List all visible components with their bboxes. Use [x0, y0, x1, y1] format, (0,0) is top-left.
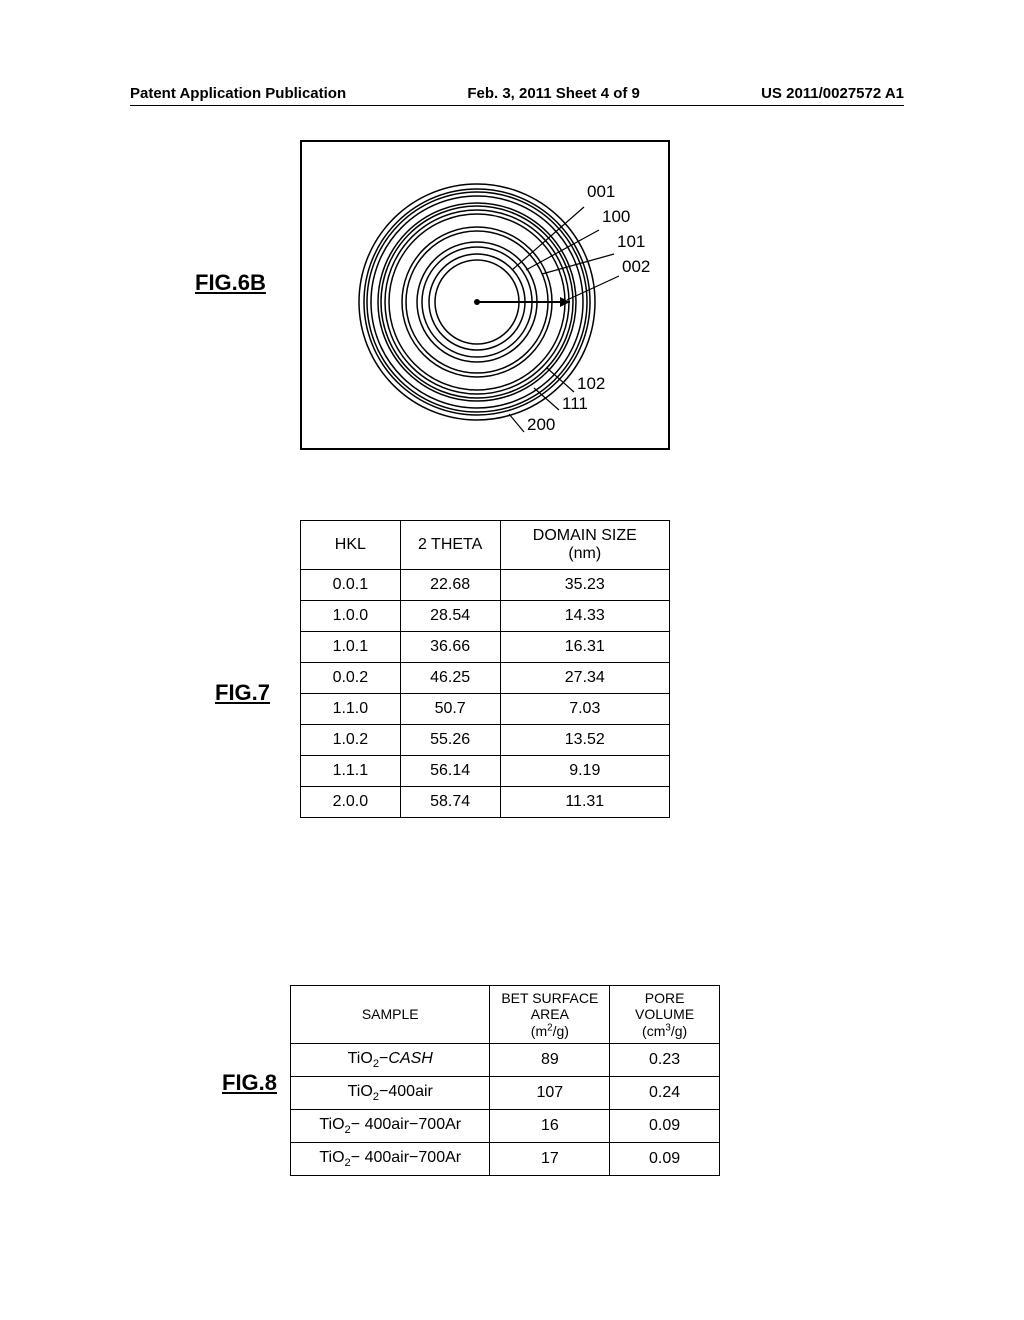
table-row: TiO2− 400air−700Ar160.09: [291, 1110, 720, 1143]
bet-cell: 107: [490, 1076, 610, 1109]
figure-6b-diagram: 001 100 101 002 102111 200: [300, 140, 670, 450]
svg-text:200: 200: [527, 415, 555, 434]
header-right: US 2011/0027572 A1: [761, 85, 904, 102]
col-hkl-header: HKL: [301, 521, 401, 570]
header-center: Feb. 3, 2011 Sheet 4 of 9: [467, 85, 640, 102]
table-cell: 22.68: [400, 570, 500, 601]
bet-cell: 17: [490, 1143, 610, 1176]
bet-cell: 89: [490, 1043, 610, 1076]
bet-cell: 16: [490, 1110, 610, 1143]
table-cell: 13.52: [500, 725, 669, 756]
table-cell: 46.25: [400, 663, 500, 694]
page-header: Patent Application Publication Feb. 3, 2…: [130, 85, 904, 102]
pore-cell: 0.23: [610, 1043, 720, 1076]
col-pore-header: PORE VOLUME (cm3/g): [610, 986, 720, 1044]
table-cell: 1.0.0: [301, 601, 401, 632]
table-row: 1.1.156.149.19: [301, 756, 670, 787]
table-row: TiO2− 400air−700Ar170.09: [291, 1143, 720, 1176]
table-cell: 27.34: [500, 663, 669, 694]
pore-cell: 0.09: [610, 1110, 720, 1143]
table-cell: 2.0.0: [301, 787, 401, 818]
sample-cell: TiO2− 400air−700Ar: [291, 1143, 490, 1176]
figure-8-table: SAMPLE BET SURFACE AREA (m2/g) PORE VOLU…: [290, 985, 720, 1176]
table-cell: 1.1.0: [301, 694, 401, 725]
table-cell: 0.0.2: [301, 663, 401, 694]
sample-cell: TiO2− 400air−700Ar: [291, 1110, 490, 1143]
table-cell: 56.14: [400, 756, 500, 787]
header-left: Patent Application Publication: [130, 85, 346, 102]
pore-cell: 0.24: [610, 1076, 720, 1109]
col-2theta-header: 2 THETA: [400, 521, 500, 570]
table-row: TiO2−400air1070.24: [291, 1076, 720, 1109]
figure-7-label: FIG.7: [215, 680, 270, 706]
table-row: TiO2−CASH890.23: [291, 1043, 720, 1076]
table-row: 0.0.246.2527.34: [301, 663, 670, 694]
svg-text:111: 111: [562, 394, 588, 413]
table-row: 1.0.028.5414.33: [301, 601, 670, 632]
diffraction-rings-svg: 001 100 101 002 102111 200: [302, 142, 672, 452]
table-cell: 7.03: [500, 694, 669, 725]
col-bet-header: BET SURFACE AREA (m2/g): [490, 986, 610, 1044]
table-header-row: HKL 2 THETA DOMAIN SIZE (nm): [301, 521, 670, 570]
figure-6b-label: FIG.6B: [195, 270, 266, 296]
table-cell: 58.74: [400, 787, 500, 818]
figure-8-label: FIG.8: [222, 1070, 277, 1096]
header-divider: [130, 105, 904, 106]
table-row: 1.1.050.77.03: [301, 694, 670, 725]
sample-cell: TiO2−400air: [291, 1076, 490, 1109]
table-cell: 35.23: [500, 570, 669, 601]
table-cell: 50.7: [400, 694, 500, 725]
table-cell: 55.26: [400, 725, 500, 756]
table-cell: 16.31: [500, 632, 669, 663]
table-row: 0.0.122.6835.23: [301, 570, 670, 601]
col-sample-header: SAMPLE: [291, 986, 490, 1044]
table-cell: 11.31: [500, 787, 669, 818]
table-cell: 1.0.2: [301, 725, 401, 756]
svg-text:102: 102: [577, 374, 605, 393]
svg-text:100: 100: [602, 207, 630, 226]
figure-7-table: HKL 2 THETA DOMAIN SIZE (nm) 0.0.122.683…: [300, 520, 670, 818]
col-domain-size-header: DOMAIN SIZE (nm): [500, 521, 669, 570]
svg-text:001: 001: [587, 182, 615, 201]
table-header-row: SAMPLE BET SURFACE AREA (m2/g) PORE VOLU…: [291, 986, 720, 1044]
svg-text:002: 002: [622, 257, 650, 276]
table-row: 1.0.136.6616.31: [301, 632, 670, 663]
table-row: 2.0.058.7411.31: [301, 787, 670, 818]
table-cell: 36.66: [400, 632, 500, 663]
table-cell: 28.54: [400, 601, 500, 632]
svg-text:101: 101: [617, 232, 645, 251]
table-cell: 9.19: [500, 756, 669, 787]
pore-cell: 0.09: [610, 1143, 720, 1176]
sample-cell: TiO2−CASH: [291, 1043, 490, 1076]
table-row: 1.0.255.2613.52: [301, 725, 670, 756]
table-cell: 14.33: [500, 601, 669, 632]
table-cell: 1.1.1: [301, 756, 401, 787]
table-cell: 0.0.1: [301, 570, 401, 601]
table-cell: 1.0.1: [301, 632, 401, 663]
